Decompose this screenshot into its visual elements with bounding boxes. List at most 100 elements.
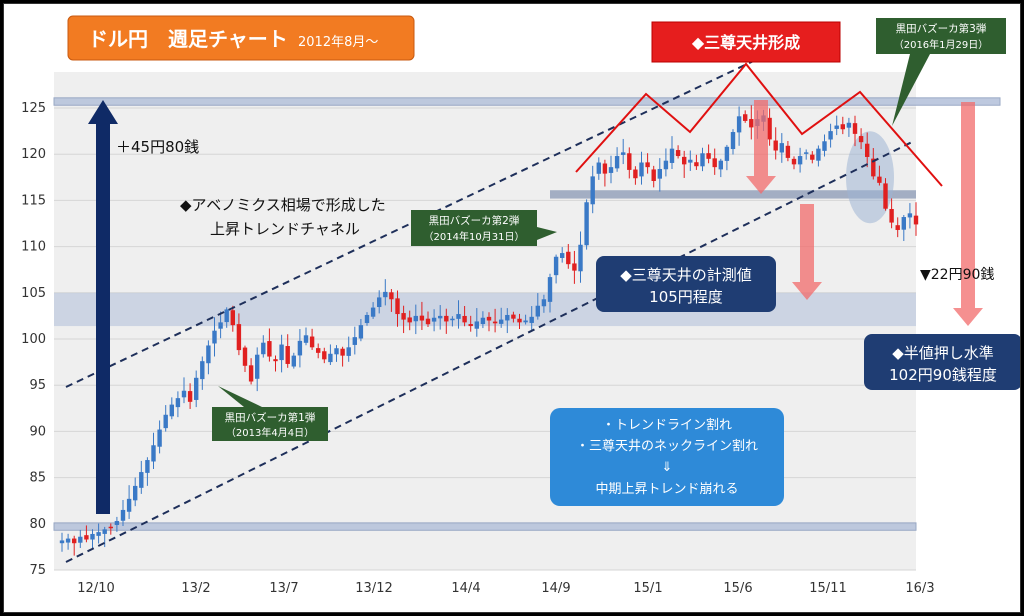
candle-body — [401, 313, 406, 320]
candle-body — [407, 317, 412, 323]
candle — [114, 516, 120, 532]
candle — [59, 532, 65, 552]
candle — [242, 345, 248, 372]
candle — [212, 317, 217, 357]
candle-body — [169, 404, 174, 417]
candle — [450, 316, 455, 327]
candle-body — [846, 122, 852, 128]
candle-body — [96, 532, 101, 536]
candle-body — [797, 156, 803, 165]
candle — [743, 110, 748, 123]
candle — [267, 328, 272, 362]
candle-body — [108, 526, 113, 529]
candle — [627, 147, 632, 179]
candle — [84, 525, 89, 543]
svg-text:（2013年4月4日）: （2013年4月4日） — [226, 426, 314, 439]
candle-body — [255, 354, 260, 379]
candle — [358, 318, 364, 342]
candle — [840, 116, 845, 135]
candle — [407, 310, 412, 331]
candle-body — [181, 390, 187, 398]
candle — [206, 340, 211, 375]
kuroda-1-callout: 黒田バズーカ第1弾 （2013年4月4日） — [212, 386, 328, 441]
candle-body — [700, 153, 705, 167]
channel-label: ◆アベノミクス相場で形成した 上昇トレンドチャネル — [180, 196, 386, 238]
chart-subtitle: 2012年8月～ — [298, 35, 378, 50]
candle-body — [200, 361, 205, 380]
candle-body — [346, 347, 351, 356]
candle-body — [657, 168, 662, 179]
channel-lower-line — [65, 141, 913, 563]
candle-body — [187, 391, 193, 402]
candle — [309, 328, 315, 350]
candle — [584, 199, 589, 250]
candle-body — [352, 337, 357, 345]
candle-body — [834, 125, 839, 129]
neckline-band — [550, 190, 916, 199]
candle — [480, 311, 486, 329]
candle — [438, 305, 443, 330]
candle — [297, 329, 303, 368]
candle — [389, 289, 394, 312]
candle — [804, 149, 809, 160]
candle — [175, 391, 181, 418]
svg-text:◆アベノミクス相場で形成した: ◆アベノミクス相場で形成した — [180, 196, 386, 214]
candle — [633, 166, 638, 185]
candle-body — [175, 398, 181, 408]
candle — [858, 128, 864, 150]
candle-body — [572, 263, 577, 271]
candle — [499, 307, 504, 328]
candle-body — [358, 325, 364, 339]
candle-body — [553, 256, 559, 276]
candle — [364, 312, 370, 326]
candle — [511, 311, 516, 323]
chart-frame: 75 80 85 90 95 100 105 110 115 120 125 12/10 13/2 13… — [3, 3, 1021, 613]
candle-body — [779, 143, 784, 153]
candle — [779, 133, 784, 163]
candle — [444, 308, 449, 334]
candle-body — [828, 131, 833, 140]
target-arrow-1 — [746, 100, 776, 194]
candle-body — [480, 317, 486, 325]
candle — [828, 123, 833, 148]
candle — [316, 343, 321, 359]
candle-body — [84, 535, 89, 540]
candle-body — [590, 176, 595, 205]
candle — [724, 144, 730, 171]
candle-body — [907, 213, 913, 218]
candle — [413, 304, 418, 335]
candle — [749, 105, 754, 140]
candle-body — [425, 318, 431, 325]
candle-body — [395, 298, 400, 315]
candle-body — [895, 225, 900, 230]
candle — [462, 305, 467, 327]
svg-text:黒田バズーカ第3弾: 黒田バズーカ第3弾 — [896, 22, 987, 35]
candle-body — [456, 314, 461, 319]
candle-body — [505, 314, 510, 321]
candle-body — [560, 253, 565, 258]
candle-body — [133, 485, 138, 501]
candle — [78, 529, 83, 548]
candle — [236, 313, 242, 356]
candle — [126, 485, 132, 519]
candle — [194, 370, 199, 408]
candle-body — [218, 322, 223, 329]
candle — [852, 115, 858, 147]
candle-body — [743, 114, 748, 121]
candle — [547, 273, 553, 313]
candle — [773, 127, 778, 160]
candle-body — [322, 351, 327, 360]
candle-body — [151, 445, 156, 462]
candle-body — [499, 319, 504, 324]
svg-text:⇓: ⇓ — [662, 460, 673, 475]
candle — [139, 460, 144, 494]
candle-body — [791, 158, 797, 165]
candle-body — [474, 321, 479, 329]
candle-body — [889, 208, 894, 223]
candle — [383, 279, 388, 306]
candle — [651, 165, 656, 188]
candle — [712, 148, 717, 175]
svg-text:黒田バズーカ第1弾: 黒田バズーカ第1弾 — [225, 411, 316, 424]
candle-body — [901, 217, 906, 230]
candle — [334, 345, 339, 362]
